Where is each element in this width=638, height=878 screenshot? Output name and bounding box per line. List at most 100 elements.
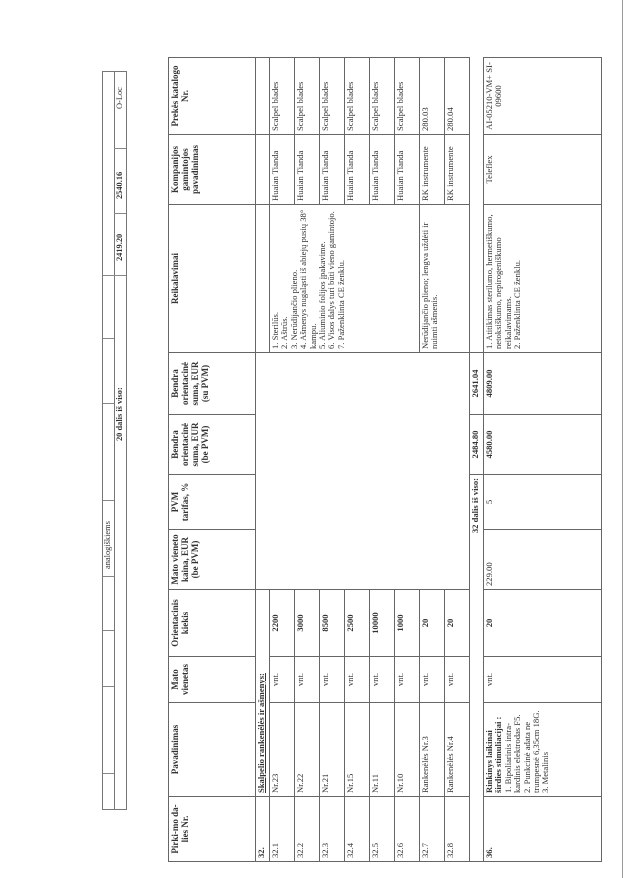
requirement-line: 7. Paženklinta CE ženklu. [335, 259, 346, 349]
header-qty: Orientacinis kiekis [168, 589, 256, 657]
lot-cell: 32.6 [394, 796, 420, 862]
name-cell: Nr.22 [294, 702, 320, 797]
manufacturer-cell: Teleflex [483, 134, 602, 205]
header-name: Pavadinimas [168, 702, 256, 797]
section-title: Skalpelio rankenėlės ir ašmenys: [255, 589, 270, 797]
requirement-line: 4. Ašmenys nugaląsti iš abiejų pusių 38°… [298, 209, 318, 349]
blank-cell [255, 204, 270, 353]
catalog-cell: Scalpel blades [269, 57, 295, 135]
divider [114, 213, 126, 214]
lot-cell: 32.8 [444, 796, 470, 862]
name-cell: Rinkinys laikinai širdies stimuliacijai … [483, 702, 602, 797]
catalog-cell: Scalpel blades [319, 57, 345, 135]
divider [103, 576, 114, 577]
requirement-line: 1. Atitikimas sterilumo, hermetiškumo, n… [484, 214, 513, 349]
requirements-cell: 1. Atitikimas sterilumo, hermetiškumo, n… [483, 204, 602, 353]
requirements-blades: 1. Sterilūs. 2. Aštrūs. 3. Nerūdijančio … [269, 204, 420, 353]
catalog-cell: Scalpel blades [294, 57, 320, 135]
divider [114, 148, 126, 149]
header-total-ex: Bendra orientacinė suma, EUR (be PVM) [168, 414, 256, 475]
total-ex-cell: 4580.00 [483, 414, 602, 475]
qty-cell: 8500 [319, 589, 345, 657]
subtotal-row: 32 dalis iš viso: 2484.80 2641.04 [469, 57, 484, 862]
blank-cell [255, 57, 270, 135]
total-inc-cell: 4809.00 [483, 352, 602, 415]
catalog-tail: O-Loc [115, 87, 124, 109]
lot-cell: 32.5 [369, 796, 395, 862]
catalog-cell: 280.03 [419, 57, 445, 135]
table-row-36: 36. Rinkinys laikinai širdies stimuliaci… [483, 57, 602, 862]
qty-cell: 3000 [294, 589, 320, 657]
qty-cell: 1000 [394, 589, 420, 657]
header-requirements: Reikalavimai [168, 204, 256, 353]
header-total-inc: Bendra orientacinė suma, EUR (su PVM) [168, 352, 256, 415]
manufacturer-cell: Huaian Tianda [394, 134, 420, 205]
catalog-cell: 280.04 [444, 57, 470, 135]
header-vat: PVM tarifas, % [168, 474, 256, 530]
subtotal-label: 32 dalis iš viso: [469, 474, 484, 862]
subtotal-ex: 2484.80 [469, 414, 484, 475]
catalog-cell: Scalpel blades [394, 57, 420, 135]
divider [103, 275, 126, 276]
qty-cell: 20 [419, 589, 445, 657]
item-title: Rinkinys laikinai širdies stimuliacijai … [484, 716, 504, 793]
unit-cell: vnt. [319, 656, 345, 703]
previous-part-summary: analogiškiems 20 dalis iš viso: 2419.20 … [102, 71, 127, 810]
unit-cell: vnt. [419, 656, 445, 703]
qty-cell: 20 [444, 589, 470, 657]
requirement-line: 2. Paženklinta CE ženklu. [512, 259, 523, 349]
name-cell: Nr.15 [344, 702, 370, 797]
procurement-table: Pirki-mo da-lies Nr. Pavadinimas Mato vi… [168, 57, 602, 862]
prices-blank-cell [255, 352, 470, 590]
header-row: Pirki-mo da-lies Nr. Pavadinimas Mato vi… [168, 57, 256, 862]
catalog-cell: Scalpel blades [344, 57, 370, 135]
analogous-text: analogiškiems [103, 521, 112, 569]
qty-cell: 20 [483, 589, 602, 657]
lot-cell: 32.3 [319, 796, 345, 862]
unit-cell: vnt. [394, 656, 420, 703]
manufacturer-cell: RK instrumente [444, 134, 470, 205]
section-lot: 32. [255, 796, 270, 862]
manufacturer-cell: Huaian Tianda [294, 134, 320, 205]
item-line: 1. Bipoliarinis intra-kardinis elektroda… [502, 714, 523, 793]
lot-cell: 32.4 [344, 796, 370, 862]
name-cell: Nr.11 [369, 702, 395, 797]
item-line: 3. Metalinis [540, 751, 551, 793]
subtotal-inc: 2641.04 [469, 352, 484, 415]
lot-cell: 32.1 [269, 796, 295, 862]
unit-price-cell: 229.00 [483, 529, 602, 590]
manufacturer-cell: RK instrumente [419, 134, 445, 205]
name-cell: Rankenėlės Nr.4 [444, 702, 470, 797]
catalog-cell: Scalpel blades [369, 57, 395, 135]
divider [103, 630, 114, 631]
manufacturer-cell: Huaian Tianda [369, 134, 395, 205]
name-cell: Nr.10 [394, 702, 420, 797]
unit-cell: vnt. [369, 656, 395, 703]
part-total-inc-vat: 2540.16 [115, 171, 124, 199]
part-total-label: 20 dalis iš viso: [115, 387, 124, 441]
catalog-cell: AI-05210-VM+ SI-09600 [483, 57, 602, 135]
header-lot: Pirki-mo da-lies Nr. [168, 796, 256, 862]
unit-cell: vnt. [483, 656, 602, 703]
vat-cell: 5 [483, 474, 602, 530]
divider [103, 500, 114, 501]
qty-cell: 10000 [369, 589, 395, 657]
divider [103, 686, 114, 687]
lot-cell: 32.2 [294, 796, 320, 862]
section-row: 32. Skalpelio rankenėlės ir ašmenys: [255, 57, 470, 862]
divider [103, 773, 114, 774]
header-manufacturer: Kompanijos gamintojos pavadinimas [168, 134, 256, 205]
qty-cell: 2500 [344, 589, 370, 657]
manufacturer-cell: Huaian Tianda [269, 134, 295, 205]
item-line: 2. Punkcinė adata ne trumpesnė 6,35cm 18… [521, 710, 542, 793]
blank-cell [255, 134, 270, 205]
manufacturer-cell: Huaian Tianda [319, 134, 345, 205]
header-catalog: Prekės katalogo Nr. [168, 57, 256, 135]
blank-cell [469, 57, 484, 353]
lot-cell: 36. [483, 796, 602, 862]
lot-cell: 32.7 [419, 796, 445, 862]
name-cell: Rankenėlės Nr.3 [419, 702, 445, 797]
page-edge-line [622, 0, 623, 878]
divider [103, 403, 114, 404]
